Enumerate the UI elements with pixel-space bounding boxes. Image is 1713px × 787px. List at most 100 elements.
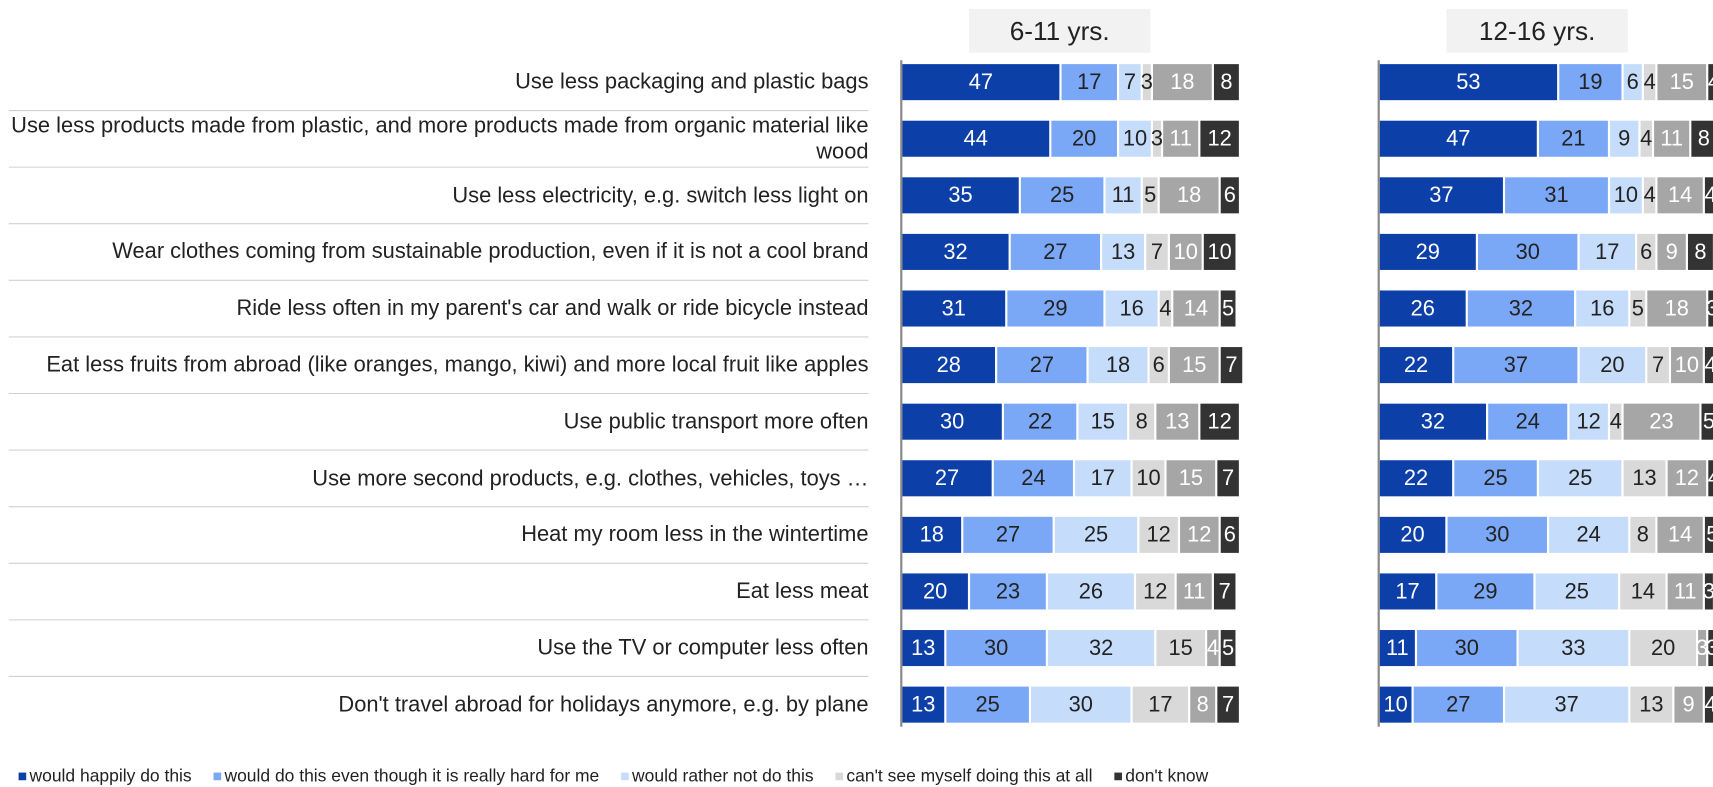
- bar-segment: [1149, 347, 1168, 384]
- value-label: 23: [1649, 409, 1673, 434]
- value-label: 5: [1144, 182, 1156, 207]
- bar-segment: [1518, 630, 1629, 667]
- bar-segment: [1643, 64, 1656, 101]
- bar-segment: [1200, 120, 1239, 157]
- category-label: Use public transport more often: [563, 409, 869, 434]
- value-label: 14: [1631, 578, 1655, 603]
- value-label: 4: [1644, 69, 1656, 94]
- bar-segment: [1207, 630, 1219, 667]
- bar-segment: [1447, 516, 1547, 553]
- legend-label: can't see myself doing this at all: [846, 766, 1092, 786]
- bar-segment: [970, 573, 1046, 610]
- value-label: 7: [1225, 352, 1237, 377]
- value-label: 13: [1165, 409, 1189, 434]
- bar-segment: [1180, 516, 1219, 553]
- category-label-wrap: Eat less meat: [4, 563, 868, 620]
- value-label: 22: [1404, 465, 1428, 490]
- bar-segment: [1630, 630, 1696, 667]
- bar-segment: [1610, 177, 1642, 214]
- value-label: 27: [1043, 239, 1067, 264]
- value-label: 10: [1123, 126, 1147, 151]
- value-label: 4: [1159, 295, 1171, 320]
- bar-segment: [1007, 290, 1104, 327]
- category-label-box: Use the TV or computer less often: [537, 636, 868, 660]
- value-label: 26: [1079, 578, 1103, 603]
- bar-segment: [1379, 403, 1486, 440]
- value-label: 11: [1386, 635, 1409, 660]
- category-label: Eat less meat: [736, 579, 869, 604]
- bar-segment: [1379, 290, 1466, 327]
- legend-swatch: [621, 772, 629, 781]
- value-label: 25: [1050, 182, 1074, 207]
- bar-segment: [1610, 403, 1622, 440]
- bar-segment: [1549, 516, 1629, 553]
- value-label: 15: [1182, 352, 1206, 377]
- value-label: 7: [1222, 691, 1234, 716]
- bar-segment: [1213, 64, 1239, 101]
- value-label: 30: [1455, 635, 1479, 660]
- bar-segment: [1538, 120, 1608, 157]
- bar-segment: [1535, 573, 1619, 610]
- bar-segment: [1156, 403, 1199, 440]
- value-label: 25: [976, 691, 1000, 716]
- value-label: 7: [1151, 239, 1163, 264]
- category-label-box: Use public transport more often: [4, 393, 869, 450]
- category-label-wrap: Use public transport more often: [4, 393, 869, 450]
- value-label: 17: [1091, 465, 1115, 490]
- value-label: 5: [1222, 635, 1234, 660]
- bar-segment: [1010, 233, 1101, 270]
- bar-segment: [902, 573, 968, 610]
- bar-segment: [1657, 177, 1703, 214]
- value-label: 17: [1395, 578, 1419, 603]
- value-label: 13: [1639, 691, 1663, 716]
- bar-segment: [1061, 64, 1117, 101]
- value-label: 8: [1220, 69, 1232, 94]
- legend-swatch: [1114, 772, 1123, 781]
- value-label: 53: [1456, 69, 1480, 94]
- value-label: 11: [1169, 126, 1192, 151]
- value-label: 47: [1446, 126, 1470, 151]
- value-label: 20: [1651, 635, 1675, 660]
- value-label: 21: [1561, 126, 1585, 151]
- value-label: 10: [1614, 182, 1638, 207]
- bar-segment: [1159, 177, 1219, 214]
- value-label: 30: [1485, 522, 1509, 547]
- panel-title: 12-16 yrs.: [1479, 16, 1596, 46]
- bar-segment: [1640, 120, 1652, 157]
- category-label-wrap: Don't travel abroad for holidays anymore…: [4, 676, 868, 733]
- value-label: 8: [1698, 126, 1710, 151]
- bar-segment: [1467, 290, 1575, 327]
- bar-segment: [1051, 120, 1117, 157]
- value-label: 16: [1590, 295, 1614, 320]
- category-label-wrap: Wear clothes coming from sustainable pro…: [4, 224, 868, 281]
- bar-segment: [1142, 64, 1151, 101]
- category-label-wrap: Ride less often in my parent's car and w…: [4, 280, 868, 337]
- bar-segment: [997, 347, 1087, 384]
- bar-segment: [902, 460, 992, 497]
- category-label-box: Use more second products, e.g. clothes, …: [312, 466, 868, 490]
- value-label: 25: [1565, 578, 1589, 603]
- value-label: 30: [984, 635, 1008, 660]
- value-label: 4: [1705, 352, 1713, 377]
- value-label: 18: [1665, 295, 1689, 320]
- value-label: 12: [1207, 409, 1231, 434]
- value-label: 4: [1207, 635, 1219, 660]
- legend-label: would do this even though it is really h…: [223, 766, 599, 786]
- value-label: 27: [996, 522, 1020, 547]
- legend-swatch: [18, 772, 27, 781]
- bar-segment: [1163, 120, 1199, 157]
- bar-segment: [1139, 516, 1178, 553]
- bar-segment: [1217, 460, 1239, 497]
- value-label: 31: [1544, 182, 1568, 207]
- bar-segment: [1220, 516, 1239, 553]
- value-label: 10: [1174, 239, 1198, 264]
- value-label: 7: [1222, 465, 1234, 490]
- bar-segment: [1379, 630, 1415, 667]
- value-label: 18: [1177, 182, 1201, 207]
- value-label: 7: [1652, 352, 1664, 377]
- value-label: 29: [1416, 239, 1440, 264]
- value-label: 6: [1640, 239, 1652, 264]
- value-label: 24: [1021, 465, 1045, 490]
- value-label: 16: [1119, 295, 1143, 320]
- value-label: 4: [1705, 182, 1713, 207]
